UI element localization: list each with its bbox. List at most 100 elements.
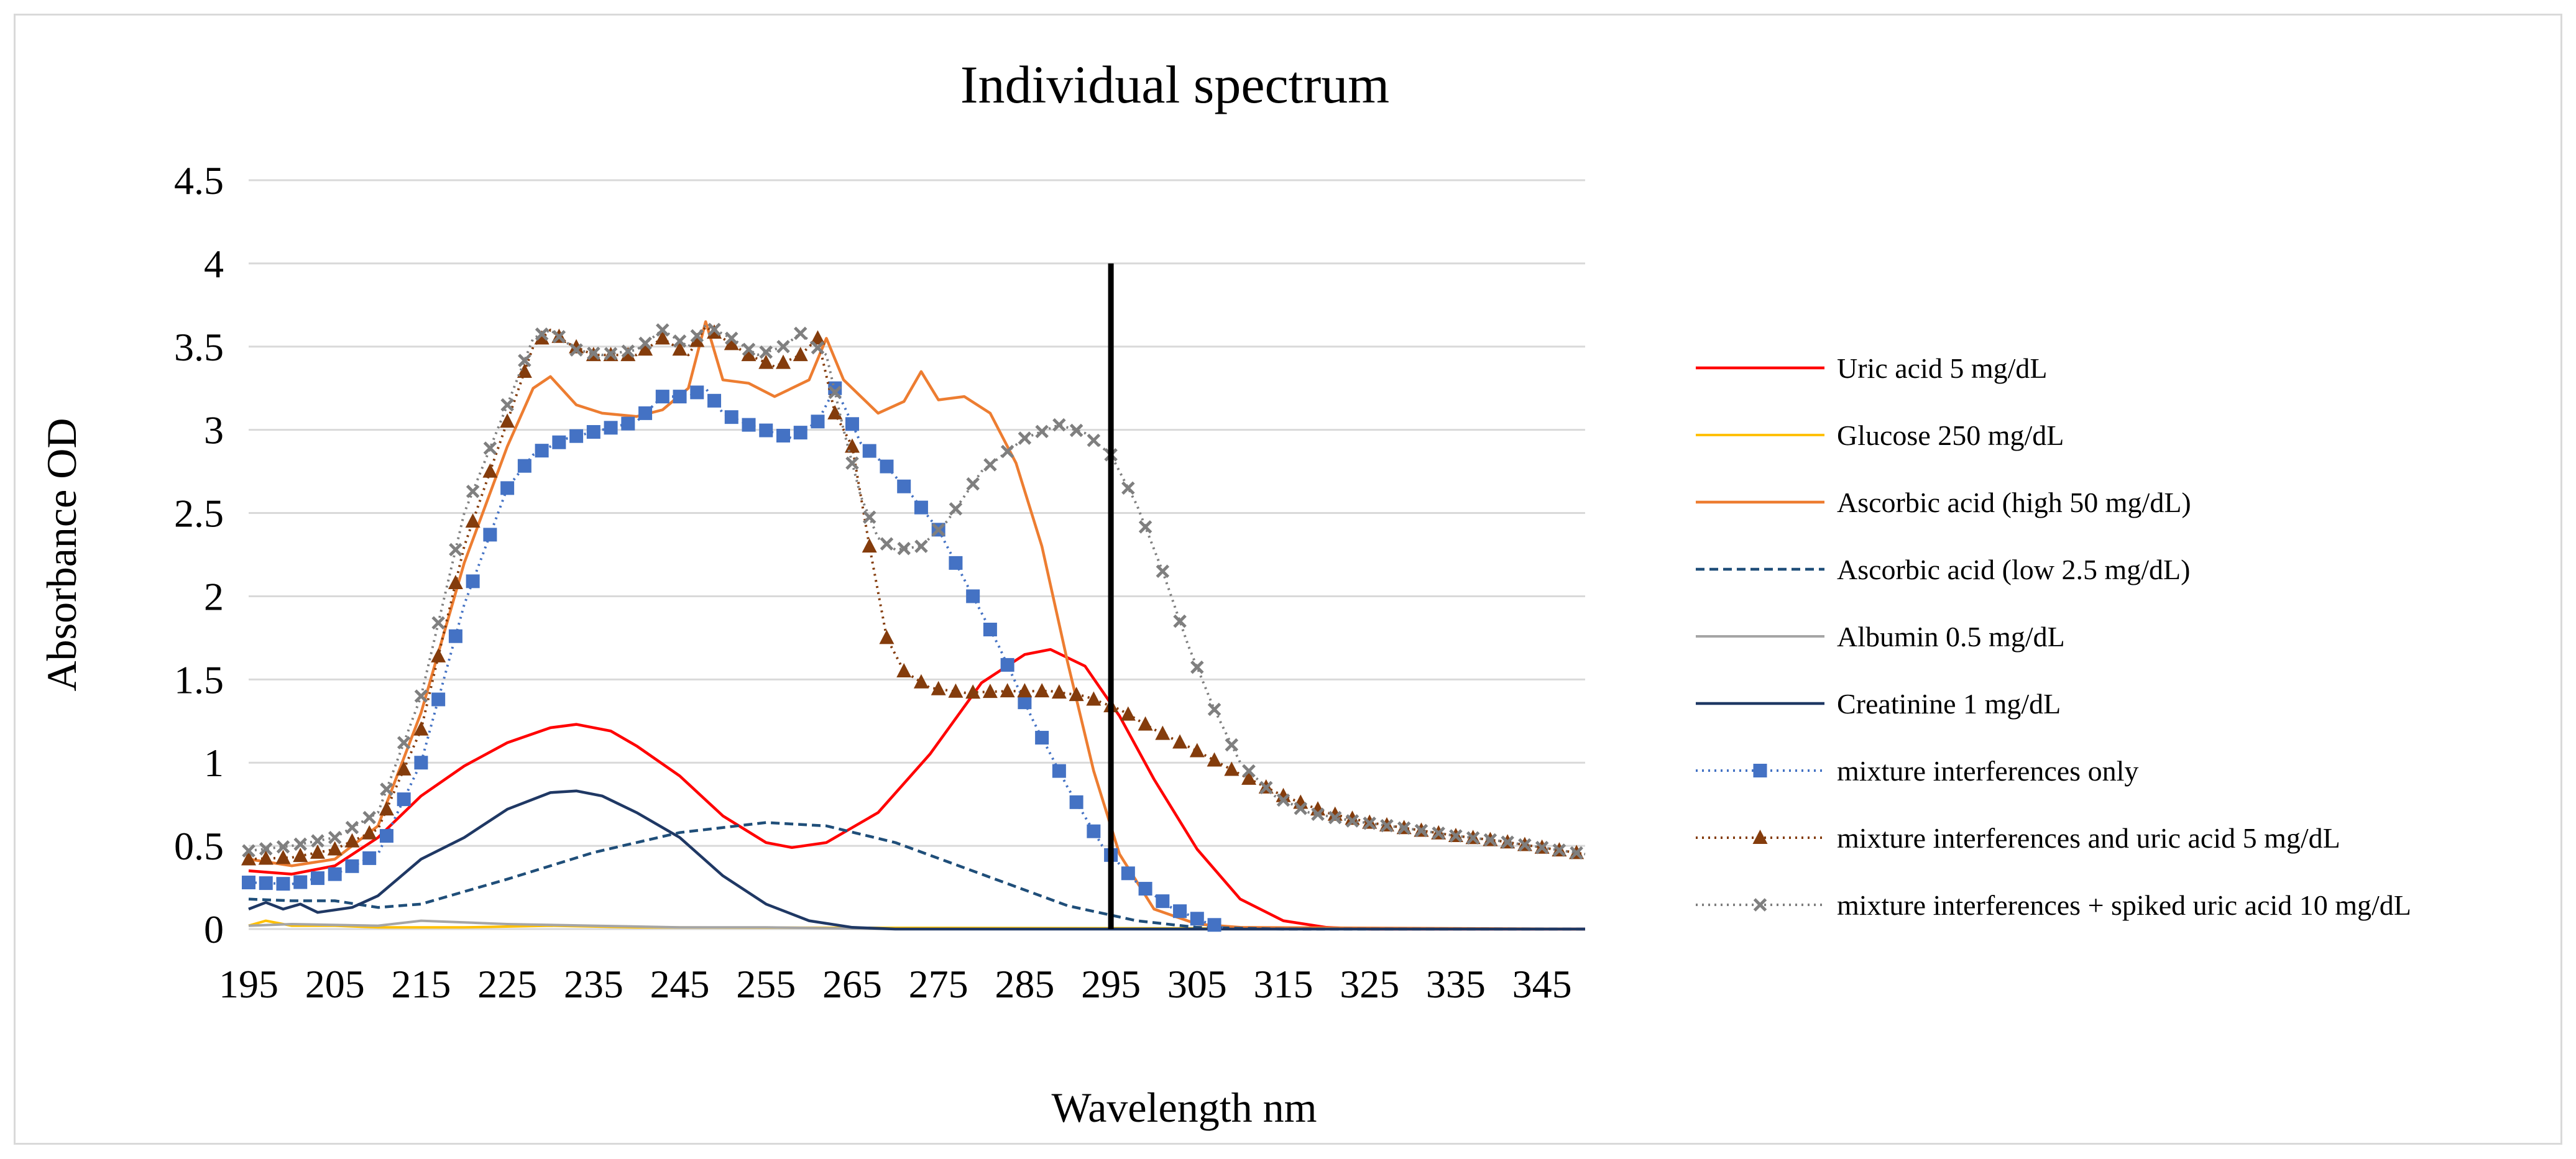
data-point-square [897, 479, 911, 493]
data-point-x [845, 456, 859, 470]
x-tick-label: 245 [650, 962, 710, 1006]
data-point-x [449, 543, 462, 557]
data-point-x [1432, 826, 1445, 840]
data-point-x [1225, 738, 1239, 752]
x-tick-label: 235 [564, 962, 623, 1006]
data-point-square [293, 875, 308, 889]
data-point-x [656, 323, 669, 337]
data-point-triangle [569, 339, 584, 354]
data-point-x [811, 341, 825, 355]
data-point-square [535, 444, 549, 458]
data-point-x [707, 323, 721, 336]
data-point-x [1156, 564, 1170, 579]
y-tick-label: 1 [204, 741, 224, 785]
data-point-square [328, 867, 342, 881]
data-point-x [1518, 838, 1532, 852]
series-line [248, 648, 1585, 931]
data-point-x [690, 329, 704, 343]
legend-label: Creatinine 1 mg/dL [1837, 688, 2061, 720]
data-point-triangle [810, 330, 826, 345]
data-point-triangle [344, 833, 360, 848]
data-point-x [983, 458, 997, 472]
data-point-triangle [275, 850, 291, 864]
data-point-square [1087, 824, 1101, 838]
data-point-x [1018, 431, 1032, 445]
data-point-square [914, 500, 928, 515]
x-tick-label: 305 [1167, 962, 1227, 1006]
data-point-triangle [500, 413, 515, 428]
data-point-x [1138, 520, 1152, 534]
data-point-x [362, 810, 376, 825]
data-point-x [862, 510, 876, 525]
x-tick-label: 285 [995, 962, 1054, 1006]
data-point-x [793, 326, 807, 341]
data-point-x [1483, 833, 1497, 847]
data-point-triangle [1172, 734, 1188, 749]
data-point-square [466, 574, 480, 589]
data-point-square [742, 418, 756, 432]
data-point-x [880, 537, 894, 551]
data-point-x [1570, 846, 1583, 860]
data-point-x [1380, 818, 1394, 833]
data-point-square [448, 629, 462, 643]
data-point-x [397, 736, 411, 749]
data-point-x [345, 820, 359, 835]
series-line [248, 324, 1586, 856]
legend-label: Uric acid 5 mg/dL [1837, 352, 2048, 384]
data-point-x [776, 340, 790, 354]
data-point-triangle [1051, 684, 1067, 699]
data-point-square [569, 429, 584, 443]
legend-label: Glucose 250 mg/dL [1837, 419, 2064, 451]
legend-entry: mixture interferences only [1696, 755, 2138, 787]
data-point-square [552, 435, 566, 449]
data-point-triangle [844, 438, 860, 453]
data-point-x [1466, 831, 1480, 845]
data-point-triangle [620, 347, 636, 362]
data-point-triangle [948, 683, 964, 698]
data-point-square [1121, 866, 1135, 881]
data-point-square [1753, 764, 1767, 777]
data-point-square [483, 528, 497, 542]
data-point-triangle [965, 684, 981, 699]
data-point-square [707, 393, 722, 408]
data-point-x [1363, 817, 1376, 830]
legend-label: mixture interferences and uric acid 5 mg… [1837, 822, 2340, 854]
data-point-square [362, 851, 377, 865]
series-line [248, 320, 1586, 931]
data-point-square [690, 385, 704, 400]
data-point-square [966, 589, 980, 603]
data-point-triangle [379, 801, 394, 816]
data-point-triangle [689, 332, 705, 347]
y-axis-ticks: 0 0.5 1 1.5 2 2.5 3 3.5 4 4.5 [174, 158, 224, 951]
data-point-triangle [448, 575, 463, 590]
data-point-x [518, 354, 531, 367]
data-point-x [1276, 793, 1290, 807]
data-point-square [242, 876, 255, 890]
data-point-triangle [827, 405, 843, 419]
y-tick-label: 0 [204, 907, 224, 951]
data-point-square [983, 623, 997, 636]
data-point-triangle [310, 844, 325, 859]
series-8 [242, 323, 1586, 860]
data-point-square [1018, 695, 1032, 710]
data-point-square [1069, 795, 1083, 809]
data-point-x [742, 342, 756, 357]
data-point-x [1501, 835, 1514, 849]
data-point-x [431, 616, 445, 630]
series-5 [248, 789, 1585, 931]
legend-entry: Albumin 0.5 mg/dL [1696, 621, 2065, 653]
data-point-triangle [913, 674, 929, 689]
data-point-square [1173, 904, 1187, 918]
data-point-x [328, 830, 342, 845]
data-point-x [1552, 843, 1566, 857]
x-tick-label: 205 [305, 962, 365, 1006]
data-point-x [587, 346, 600, 360]
data-point-square [1207, 918, 1221, 932]
data-point-x [1052, 418, 1066, 432]
data-point-triangle [1276, 787, 1291, 802]
data-point-triangle [1224, 761, 1240, 776]
legend-label: Ascorbic acid (high 50 mg/dL) [1837, 487, 2191, 518]
data-point-triangle [672, 341, 688, 356]
data-point-square [655, 390, 669, 404]
